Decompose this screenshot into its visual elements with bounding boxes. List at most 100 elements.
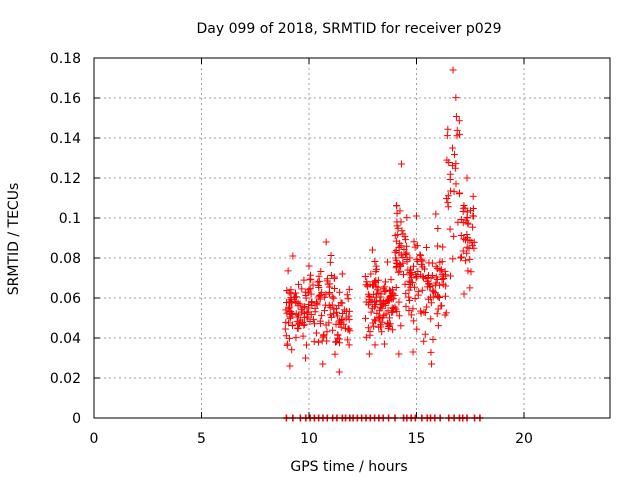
data-point (287, 290, 295, 298)
data-point (405, 277, 413, 285)
data-point (377, 300, 385, 308)
data-point (427, 348, 435, 356)
data-point (300, 276, 308, 284)
data-point (407, 283, 415, 291)
data-point (345, 285, 353, 293)
data-point (305, 262, 313, 270)
data-point (439, 272, 447, 280)
data-point (289, 321, 297, 329)
data-point (378, 304, 386, 312)
data-point (457, 253, 465, 261)
data-point (332, 320, 340, 328)
data-point (306, 271, 314, 279)
data-point (393, 260, 401, 268)
data-point (392, 256, 400, 264)
data-point (286, 362, 294, 370)
data-point (444, 125, 452, 133)
data-point (384, 320, 392, 328)
data-point (407, 271, 415, 279)
data-point (405, 293, 413, 301)
data-point (385, 321, 393, 329)
data-point (299, 332, 307, 340)
data-point (371, 316, 379, 324)
data-point (463, 243, 471, 251)
data-point (289, 252, 297, 260)
data-point (453, 126, 461, 134)
data-point (326, 303, 334, 311)
data-point (298, 285, 306, 293)
data-point (392, 264, 400, 272)
data-point (438, 302, 446, 310)
data-point (336, 339, 344, 347)
data-point (450, 232, 458, 240)
data-point (317, 268, 325, 276)
y-tick-label: 0.14 (50, 131, 81, 147)
chart-title: Day 099 of 2018, SRMTID for receiver p02… (196, 21, 501, 37)
data-point (393, 201, 401, 209)
data-point (330, 284, 338, 292)
data-point (464, 220, 472, 228)
data-point (299, 303, 307, 311)
data-point (428, 259, 436, 267)
data-point (385, 314, 393, 322)
data-point (302, 294, 310, 302)
data-point (422, 274, 430, 282)
data-point (445, 158, 453, 166)
data-point (413, 212, 420, 220)
data-series (281, 66, 484, 422)
data-point (463, 214, 471, 222)
data-point (338, 270, 346, 278)
data-point (457, 254, 465, 262)
data-point (380, 311, 388, 319)
data-point (333, 312, 341, 320)
y-tick-label: 0 (72, 411, 81, 427)
data-point (283, 340, 291, 348)
data-point (449, 66, 457, 74)
y-tick-label: 0.18 (50, 51, 81, 67)
data-point (409, 348, 417, 356)
data-point (395, 298, 403, 306)
data-point (340, 320, 348, 328)
data-point (397, 322, 405, 330)
data-point (302, 354, 310, 362)
data-point (335, 368, 343, 376)
data-point (466, 284, 474, 292)
data-point (367, 308, 375, 316)
data-point (362, 333, 370, 341)
data-point (462, 257, 470, 265)
data-point (303, 341, 311, 349)
data-point (377, 293, 385, 301)
plot-frame (93, 57, 611, 419)
data-point (434, 305, 442, 313)
data-point (318, 312, 326, 320)
data-point (463, 230, 471, 238)
data-point (426, 283, 434, 291)
data-point (308, 299, 316, 307)
data-point (455, 190, 463, 198)
data-point (441, 292, 449, 300)
data-point (427, 274, 435, 282)
data-point (372, 283, 380, 291)
data-point (470, 238, 478, 246)
data-point (442, 309, 450, 317)
data-point (328, 293, 336, 301)
data-point (323, 337, 331, 345)
data-point (432, 210, 440, 218)
data-point (320, 307, 328, 315)
data-point (401, 232, 409, 240)
data-point (446, 225, 454, 233)
data-point (409, 305, 417, 313)
data-point (345, 312, 353, 320)
data-point (414, 257, 422, 265)
data-point (300, 321, 308, 329)
data-point (414, 288, 422, 296)
data-point (307, 311, 315, 319)
data-point (469, 192, 477, 200)
data-point (427, 299, 435, 307)
data-point (315, 272, 323, 280)
data-point (324, 280, 332, 288)
data-point (434, 242, 442, 250)
data-point (443, 132, 451, 140)
data-point (282, 306, 290, 314)
